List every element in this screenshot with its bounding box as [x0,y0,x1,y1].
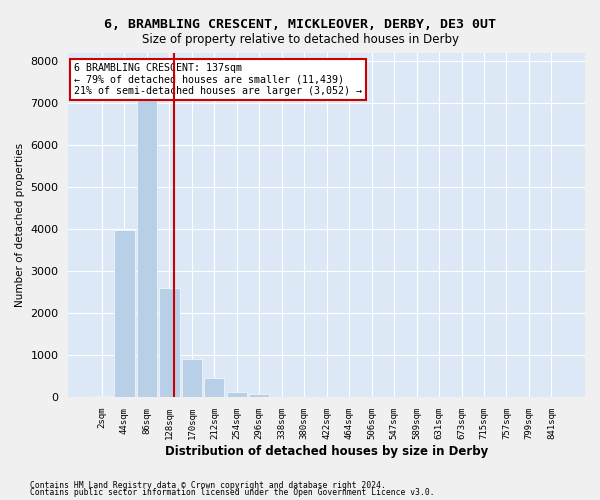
Text: Contains HM Land Registry data © Crown copyright and database right 2024.: Contains HM Land Registry data © Crown c… [30,480,386,490]
Bar [249,394,269,397]
Bar [92,396,112,397]
Text: Contains public sector information licensed under the Open Government Licence v3: Contains public sector information licen… [30,488,434,497]
Bar [227,392,247,397]
Text: 6 BRAMBLING CRESCENT: 137sqm
← 79% of detached houses are smaller (11,439)
21% o: 6 BRAMBLING CRESCENT: 137sqm ← 79% of de… [74,63,362,96]
Bar [137,74,157,397]
Bar [159,288,179,397]
X-axis label: Distribution of detached houses by size in Derby: Distribution of detached houses by size … [165,444,488,458]
Y-axis label: Number of detached properties: Number of detached properties [15,142,25,307]
Text: Size of property relative to detached houses in Derby: Size of property relative to detached ho… [142,32,458,46]
Text: 6, BRAMBLING CRESCENT, MICKLEOVER, DERBY, DE3 0UT: 6, BRAMBLING CRESCENT, MICKLEOVER, DERBY… [104,18,496,30]
Bar [204,378,224,397]
Bar [115,230,134,397]
Bar [182,359,202,397]
